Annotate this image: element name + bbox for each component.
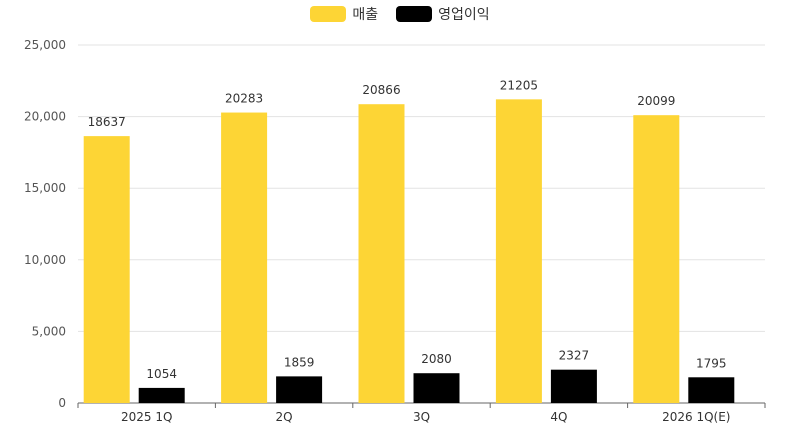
bar-revenue: [83, 136, 130, 403]
bar-operating-profit: [138, 387, 185, 403]
bar-revenue: [221, 112, 268, 404]
legend-swatch-revenue: [310, 6, 347, 22]
y-tick-label: 0: [58, 396, 66, 410]
bar-operating-profit: [688, 377, 735, 403]
data-label-operating-profit: 1795: [696, 356, 727, 370]
x-tick-label: 2Q: [276, 410, 293, 424]
data-label-operating-profit: 2080: [421, 352, 452, 366]
legend-item-revenue[interactable]: 매출: [310, 4, 378, 24]
bar-revenue: [358, 104, 405, 403]
y-tick-label: 5,000: [32, 324, 66, 338]
bar-operating-profit: [276, 376, 323, 403]
y-tick-label: 15,000: [24, 181, 66, 195]
legend-swatch-operating-profit: [396, 6, 433, 22]
legend: 매출 영업이익: [0, 4, 800, 24]
data-label-operating-profit: 1859: [284, 355, 315, 369]
bar-operating-profit: [413, 373, 460, 403]
x-tick-label: 2025 1Q: [121, 410, 172, 424]
data-label-revenue: 20283: [225, 92, 263, 106]
y-tick-label: 25,000: [24, 38, 66, 52]
x-tick-label: 3Q: [413, 410, 430, 424]
bar-operating-profit: [550, 369, 597, 403]
data-label-revenue: 20866: [362, 83, 400, 97]
legend-label-operating-profit: 영업이익: [438, 7, 490, 23]
data-label-operating-profit: 1054: [146, 367, 177, 381]
legend-label-revenue: 매출: [352, 7, 379, 23]
x-tick-label: 2026 1Q(E): [662, 410, 730, 424]
legend-item-operating-profit[interactable]: 영업이익: [396, 4, 490, 24]
bar-revenue: [495, 99, 542, 404]
y-tick-label: 20,000: [24, 110, 66, 124]
data-label-revenue: 18637: [88, 115, 126, 129]
x-tick-label: 4Q: [550, 410, 567, 424]
data-label-revenue: 20099: [637, 94, 675, 108]
y-tick-label: 10,000: [24, 253, 66, 267]
data-label-operating-profit: 2327: [559, 349, 590, 363]
data-label-revenue: 21205: [500, 78, 538, 92]
bar-revenue: [633, 115, 680, 404]
